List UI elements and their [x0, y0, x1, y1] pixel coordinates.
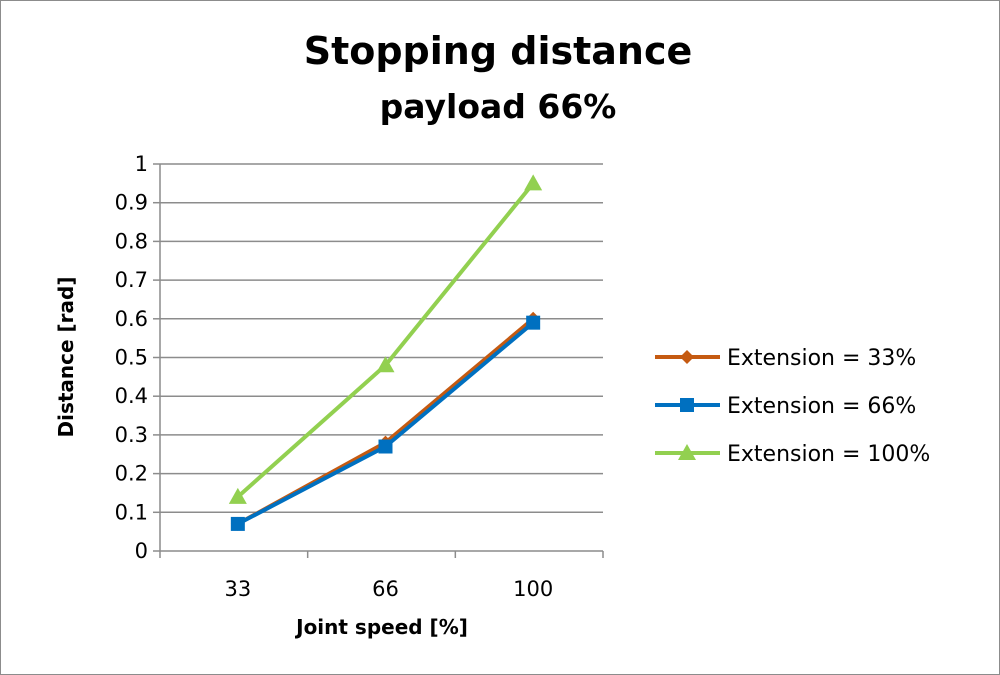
y-tick-label: 0.8	[115, 229, 148, 253]
series-3	[228, 174, 543, 504]
chart-title: Stopping distance	[304, 29, 693, 73]
y-tick-label: 0.2	[115, 462, 148, 486]
legend-label: Extension = 66%	[727, 394, 916, 419]
x-tick-label: 66	[372, 577, 399, 601]
legend-label: Extension = 100%	[727, 442, 930, 467]
y-tick-label: 0.1	[115, 500, 148, 524]
series-2	[230, 315, 541, 531]
series-group	[228, 174, 543, 531]
x-axis-ticks: 33 66 100	[224, 577, 553, 601]
data-point	[376, 356, 395, 373]
y-tick-label: 0.6	[115, 307, 148, 331]
legend: Extension = 33% Extension = 66% Extension …	[655, 346, 930, 467]
data-point	[378, 439, 393, 454]
x-tick-label: 100	[513, 577, 553, 601]
x-tick-label: 33	[224, 577, 251, 601]
legend-marker	[678, 444, 696, 460]
y-axis-label: Distance [rad]	[54, 277, 78, 438]
y-tick-label: 0	[135, 539, 148, 563]
x-axis-label: Joint speed [%]	[294, 615, 468, 639]
series-line	[236, 317, 535, 526]
y-tick-label: 0.3	[115, 423, 148, 447]
data-point	[526, 315, 541, 330]
legend-marker	[680, 398, 694, 412]
series-1	[230, 311, 541, 531]
y-axis-ticks: 0 0.1 0.2 0.3 0.4 0.5 0.6 0.7 0.8 0.9 1	[115, 152, 148, 563]
gridlines	[153, 163, 604, 558]
y-tick-label: 0.5	[115, 346, 148, 370]
chart-subtitle: payload 66%	[380, 87, 617, 126]
series-line	[236, 321, 535, 526]
y-tick-label: 0.7	[115, 268, 148, 292]
legend-marker	[680, 350, 694, 364]
y-tick-label: 1	[135, 152, 148, 176]
data-point	[228, 487, 247, 504]
y-tick-label: 0.9	[115, 191, 148, 215]
y-tick-label: 0.4	[115, 384, 148, 408]
legend-label: Extension = 33%	[727, 346, 916, 371]
data-point	[230, 516, 245, 531]
data-point	[524, 174, 543, 191]
